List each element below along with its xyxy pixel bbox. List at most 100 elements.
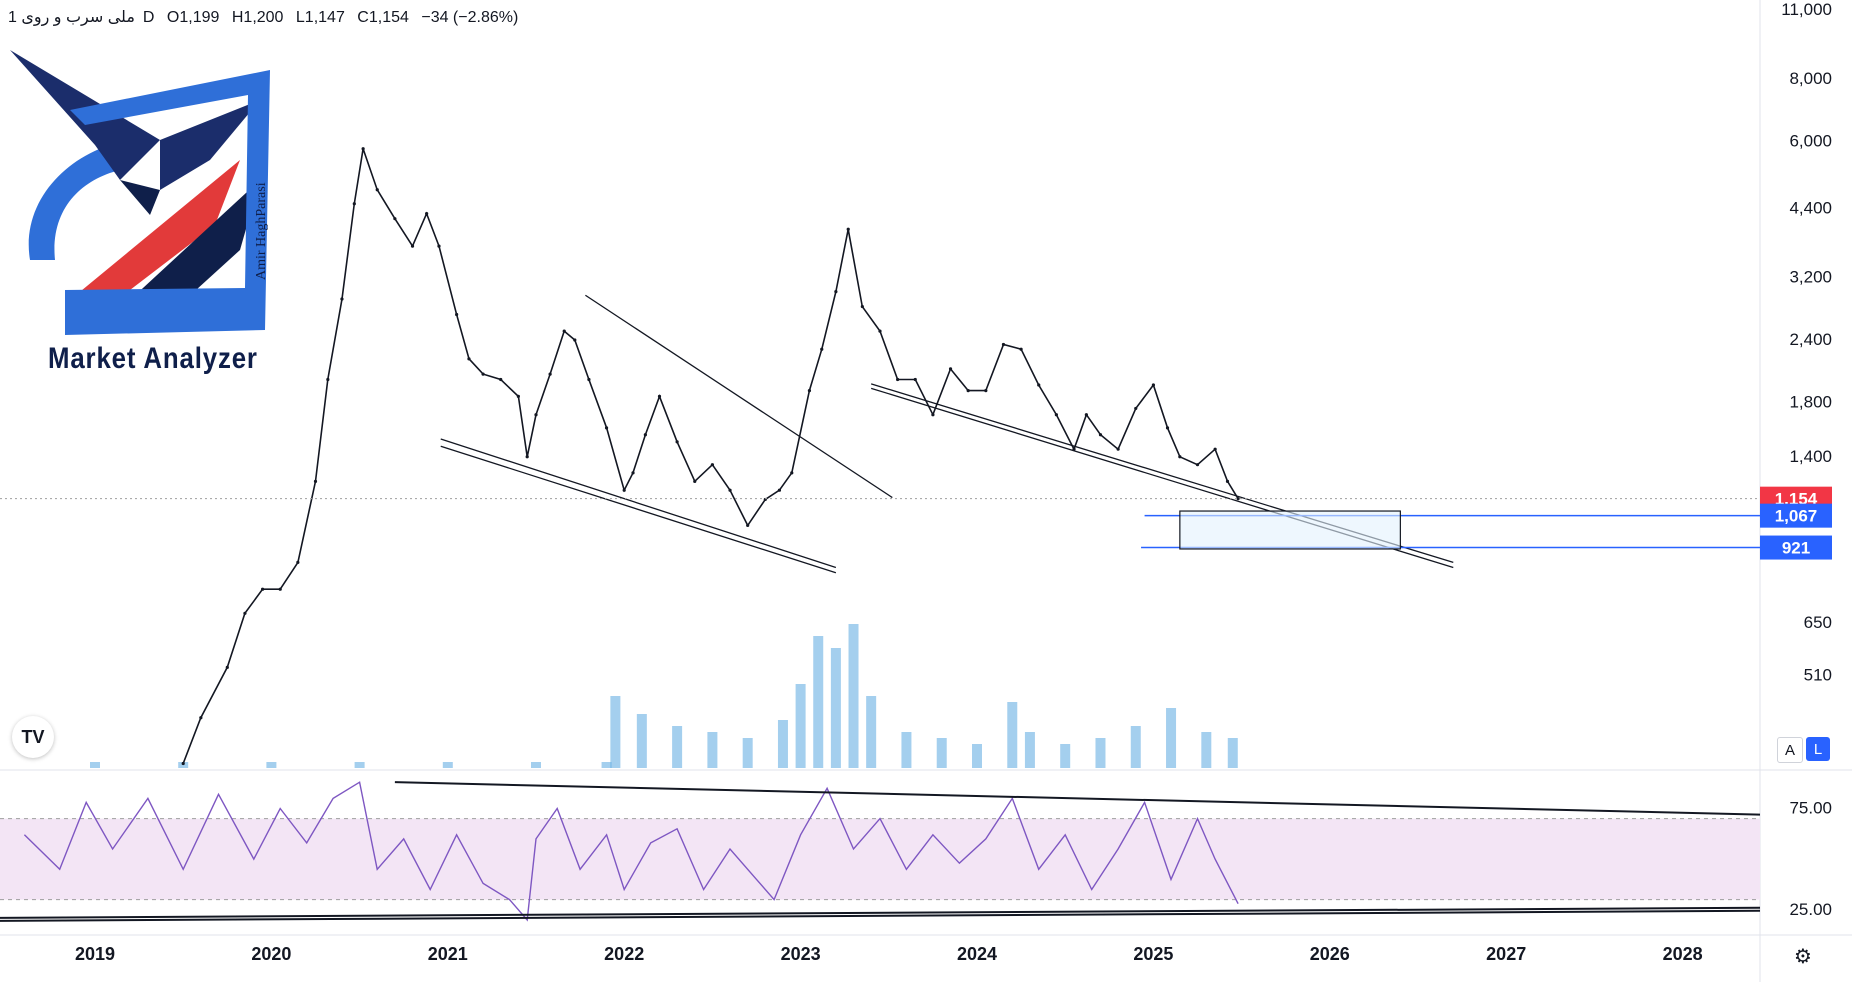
settings-gear-icon[interactable]: ⚙	[1794, 946, 1812, 968]
volume-bar	[1166, 708, 1177, 768]
price-point	[1001, 342, 1006, 347]
price-tick-label: 2,400	[1789, 330, 1832, 349]
time-tick-label: 2022	[604, 944, 644, 964]
price-point	[1178, 455, 1182, 459]
price-point	[243, 611, 247, 615]
price-point	[437, 244, 441, 248]
price-point	[1019, 347, 1023, 351]
price-point	[878, 329, 882, 333]
rsi-band	[0, 818, 1760, 900]
price-point	[622, 488, 626, 492]
price-point	[481, 372, 485, 376]
price-tick-label: 650	[1804, 613, 1832, 632]
price-tick-label: 1,400	[1789, 447, 1832, 466]
log-scale-button[interactable]: L	[1806, 737, 1830, 761]
price-point	[790, 471, 794, 475]
close-value: C1,154	[357, 9, 409, 26]
volume-bar	[707, 732, 718, 768]
price-point	[1165, 426, 1170, 430]
price-point	[352, 202, 356, 206]
time-tick-label: 2024	[957, 944, 997, 964]
volume-bar	[866, 696, 877, 768]
price-point	[1134, 406, 1138, 411]
volume-bar	[90, 762, 100, 768]
symbol-header: ملی سرب و روی 1D O1,199 H1,200 L1,147 C1…	[8, 7, 526, 27]
price-point	[631, 471, 635, 475]
volume-bar	[777, 720, 788, 768]
price-point	[573, 338, 577, 342]
time-tick-label: 2026	[1310, 944, 1350, 964]
price-point	[516, 394, 520, 398]
price-point	[966, 388, 970, 393]
trendline[interactable]	[585, 294, 893, 499]
price-point	[1225, 479, 1230, 483]
interval-label[interactable]: 1D	[8, 9, 155, 26]
time-tick-label: 2019	[75, 944, 115, 964]
price-point	[410, 244, 415, 248]
volume-bar	[1060, 744, 1071, 768]
zone-lower-label-bg	[1760, 535, 1832, 560]
time-tick-label: 2020	[251, 944, 291, 964]
price-point	[393, 217, 397, 221]
price-point	[534, 413, 538, 417]
volume-bar	[354, 762, 365, 768]
rsi-trendline-upper[interactable]	[394, 781, 1761, 816]
watermark-vertical-text: Amir HaghParasi	[254, 182, 269, 280]
volume-bar	[901, 732, 912, 768]
price-point	[807, 388, 812, 393]
price-tick-label: 3,200	[1789, 268, 1832, 287]
price-point	[846, 227, 850, 231]
price-tick-label: 8,000	[1789, 69, 1832, 88]
volume-bar	[1007, 702, 1018, 768]
price-tick-label: 4,400	[1789, 199, 1832, 218]
target-zone-rectangle[interactable]	[1179, 510, 1401, 550]
price-point	[361, 147, 365, 151]
price-point	[834, 290, 838, 294]
rsi-trendline-lower-2[interactable]	[0, 909, 1761, 922]
price-point	[728, 488, 732, 492]
volume-bar	[848, 624, 859, 768]
price-point	[455, 312, 459, 317]
price-point	[746, 523, 750, 528]
price-point	[860, 304, 864, 309]
price-point	[1195, 463, 1200, 467]
trendline[interactable]	[440, 445, 837, 574]
rsi-tick-label: 25.00	[1789, 900, 1832, 919]
auto-scale-button[interactable]: A	[1777, 737, 1803, 763]
trendline[interactable]	[440, 438, 837, 569]
price-point	[1116, 447, 1120, 451]
price-point	[425, 211, 429, 216]
price-series-line[interactable]	[182, 148, 1239, 764]
zone-upper-label-bg	[1760, 503, 1832, 528]
volume-bar	[610, 696, 621, 768]
open-value: O1,199	[166, 9, 220, 26]
volume-bar	[1130, 726, 1141, 768]
price-point	[326, 377, 330, 382]
price-point	[710, 463, 715, 467]
price-tick-label: 6,000	[1789, 131, 1832, 150]
price-point	[225, 665, 229, 669]
price-point	[181, 761, 185, 766]
price-point	[931, 413, 935, 417]
rsi-trendline-lower[interactable]	[0, 906, 1761, 919]
time-tick-label: 2028	[1663, 944, 1703, 964]
time-tick-label: 2021	[428, 944, 468, 964]
zone-upper-label: 1,067	[1775, 507, 1818, 526]
rsi-tick-label: 75.00	[1789, 799, 1832, 818]
volume-bar	[531, 762, 541, 768]
price-point	[1037, 383, 1041, 387]
price-point	[604, 426, 609, 430]
volume-bar	[972, 744, 982, 768]
price-point	[1236, 497, 1240, 501]
price-point	[587, 377, 591, 382]
market-analyzer-logo-icon: Amir HaghParasi	[10, 50, 270, 335]
symbol-name[interactable]: ملی سرب و روی	[21, 9, 135, 26]
volume-bar	[601, 762, 612, 768]
rsi-series-line[interactable]	[23, 781, 1239, 922]
volume-bar	[813, 636, 824, 768]
tradingview-logo-icon[interactable]: TV	[12, 716, 54, 758]
price-point	[984, 388, 988, 393]
time-tick-label: 2025	[1133, 944, 1173, 964]
